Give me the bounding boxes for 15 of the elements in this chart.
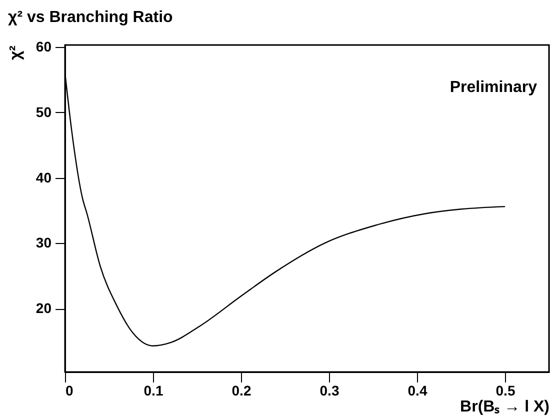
x-tick-label: 0.4 bbox=[408, 382, 428, 398]
x-tick-label: 0.3 bbox=[320, 382, 340, 398]
x-tick-label: 0.5 bbox=[496, 382, 516, 398]
y-tick-label: 30 bbox=[36, 234, 52, 251]
x-tick-label: 0.2 bbox=[232, 382, 252, 398]
x-tick-label: 0 bbox=[66, 382, 74, 398]
x-tick-label: 0.1 bbox=[144, 382, 164, 398]
y-axis-title: χ² bbox=[8, 46, 24, 60]
y-tick-label: 40 bbox=[36, 169, 52, 186]
y-tick-label: 20 bbox=[36, 300, 52, 316]
chart-title: χ² vs Branching Ratio bbox=[8, 9, 174, 26]
x-axis-title: Br(Bₛ → l X) bbox=[460, 398, 550, 416]
y-tick-label: 50 bbox=[36, 104, 52, 120]
y-tick-label: 60 bbox=[36, 38, 52, 54]
annotation: Preliminary bbox=[450, 79, 538, 96]
